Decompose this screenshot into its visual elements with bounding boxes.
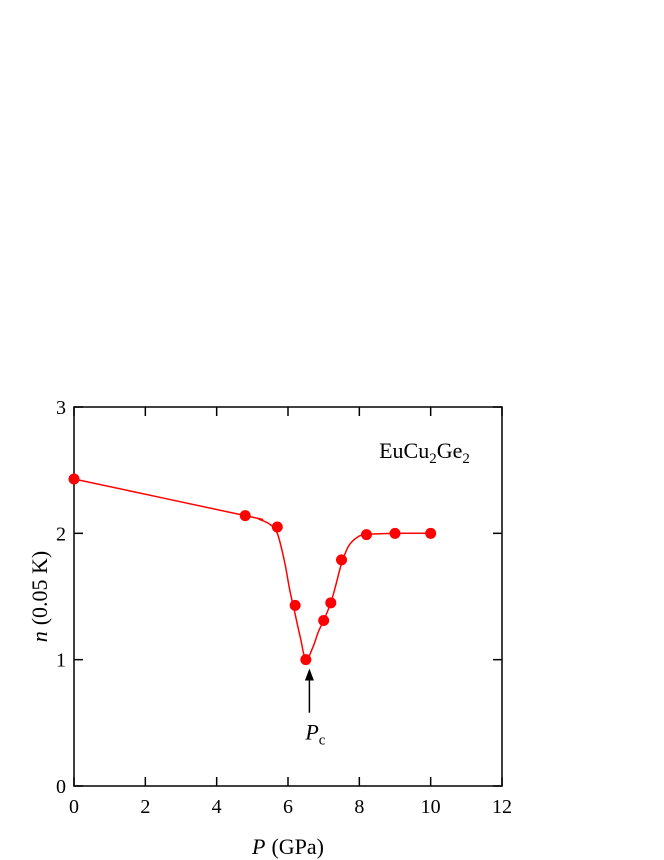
x-axis-label: P (GPa) [251, 834, 324, 859]
axes [73, 406, 503, 787]
fit-curve-group [73, 478, 431, 661]
data-point [239, 510, 251, 522]
y-tick-label: 2 [56, 523, 66, 545]
x-tick-label: 0 [69, 796, 79, 818]
compound-label: EuCu2Ge2 [379, 438, 470, 467]
pc-subscript: c [319, 732, 326, 748]
y-axis-label: n (0.05 K) [27, 551, 52, 643]
pc-arrow-head [304, 668, 314, 681]
data-point [389, 527, 401, 539]
data-point [425, 527, 437, 539]
x-tick-label: 4 [212, 796, 222, 818]
y-axis-unit: (0.05 K) [27, 551, 52, 626]
pc-symbol: P [304, 719, 318, 744]
data-point [336, 554, 347, 566]
plot-frame [73, 406, 503, 787]
x-tick-label: 8 [354, 796, 364, 818]
data-point [318, 615, 330, 627]
annotations: EuCu2Ge2 Pc [304, 438, 470, 748]
x-tick-label: 12 [492, 796, 512, 818]
data-point [289, 599, 301, 611]
x-tick-label: 10 [421, 796, 441, 818]
data-point [360, 529, 372, 541]
compound-base-2: Ge [437, 438, 463, 463]
fit-curve [73, 478, 431, 661]
x-axis-symbol: P [251, 834, 265, 859]
y-tick-label: 3 [56, 397, 66, 419]
pc-label: Pc [304, 719, 325, 748]
compound-sub-2: 2 [462, 451, 470, 467]
y-tick-label: 1 [56, 650, 66, 672]
data-point [271, 521, 283, 533]
data-point [68, 473, 80, 485]
data-point [300, 654, 312, 666]
y-axis-symbol: n [27, 631, 52, 642]
x-tick-label: 6 [283, 796, 293, 818]
data-point [325, 597, 337, 609]
x-tick-label: 2 [140, 796, 150, 818]
compound-sub-1: 2 [429, 451, 437, 467]
y-tick-label: 0 [56, 776, 66, 798]
x-axis-unit: (GPa) [271, 834, 324, 859]
compound-base-1: EuCu [379, 438, 429, 463]
data-points [68, 473, 437, 666]
